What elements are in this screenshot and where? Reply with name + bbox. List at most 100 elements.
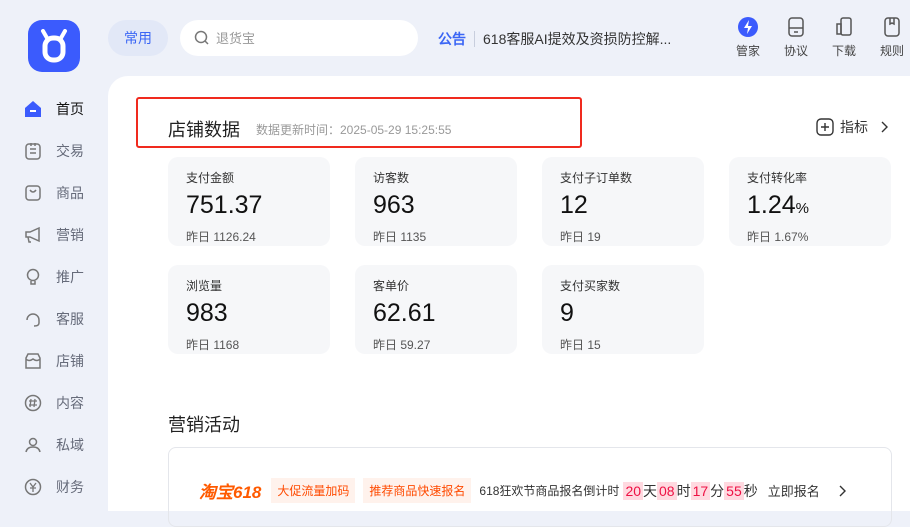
- headset-icon: [26, 313, 40, 327]
- sidebar-item-label: 首页: [56, 101, 84, 117]
- metric-card[interactable]: 浏览量 983 昨日 1168: [168, 265, 330, 354]
- metric-number: 1.24: [747, 191, 796, 219]
- plus-square-icon: [816, 118, 834, 136]
- agreement-icon: [788, 17, 804, 37]
- tool-label: 协议: [783, 44, 808, 58]
- sidebar-item[interactable]: 店铺: [0, 340, 108, 382]
- marketing-banner[interactable]: 淘宝618 大促流量加码 推荐商品快速报名 618狂欢节商品报名倒计时 20 天 …: [168, 447, 892, 527]
- main-panel: 店铺数据 数据更新时间：2025-05-29 15:25:55 指标 支付金额 7…: [108, 76, 910, 527]
- signup-link[interactable]: 立即报名: [767, 484, 820, 499]
- sidebar-item[interactable]: 营销: [0, 214, 108, 256]
- metric-value: 12: [560, 190, 686, 224]
- tool-button[interactable]: 协议: [772, 16, 820, 59]
- search-box[interactable]: [180, 20, 418, 56]
- metric-label: 支付子订单数: [560, 171, 633, 185]
- metric-label: 访客数: [373, 171, 410, 185]
- sidebar-item-label: 财务: [56, 479, 84, 495]
- tool-button[interactable]: 规则: [868, 16, 910, 59]
- metric-yesterday: 昨日 59.27: [373, 338, 431, 352]
- toolbar: 管家 协议 下载 规则: [724, 16, 910, 59]
- sidebar-item[interactable]: 交易: [0, 130, 108, 172]
- download-icon: [836, 17, 852, 36]
- metric-yesterday: 昨日 1126.24: [186, 230, 256, 244]
- metric-card[interactable]: 访客数 963 昨日 1135: [355, 157, 517, 246]
- sidebar-item[interactable]: 首页: [0, 88, 108, 130]
- metric-label: 支付金额: [186, 171, 235, 185]
- metric-yesterday: 昨日 15: [560, 338, 601, 352]
- metric-value: 751.37: [186, 190, 312, 224]
- sidebar-item-label: 内容: [56, 395, 84, 411]
- unit: 时: [676, 482, 691, 499]
- bulb-icon: [26, 268, 40, 285]
- home-icon: [25, 101, 41, 117]
- countdown-minutes: 17: [690, 481, 711, 500]
- section-title: 店铺数据: [168, 120, 240, 140]
- unit: 分: [710, 482, 725, 499]
- metric-number: 12: [560, 191, 588, 219]
- metric-label: 浏览量: [186, 279, 223, 293]
- metric-yesterday: 昨日 1.67%: [747, 230, 809, 244]
- metrics-button[interactable]: 指标: [816, 117, 888, 137]
- countdown-hours: 08: [657, 481, 677, 500]
- search-icon: [194, 30, 209, 45]
- sidebar-item-label: 营销: [56, 227, 84, 243]
- metric-number: 983: [186, 299, 228, 327]
- metric-label: 支付买家数: [560, 279, 621, 293]
- update-time: 数据更新时间：2025-05-29 15:25:55: [256, 123, 452, 137]
- promo-chip[interactable]: 推荐商品快速报名: [363, 478, 472, 503]
- metric-number: 751.37: [186, 191, 263, 219]
- chevron-right-icon[interactable]: [838, 485, 846, 497]
- sidebar-item[interactable]: 财务: [0, 466, 108, 508]
- goods-icon: [25, 185, 41, 201]
- metric-label: 支付转化率: [747, 171, 808, 185]
- announcement[interactable]: 公告 618客服AI提效及资损防控解...: [438, 29, 671, 49]
- sidebar-item[interactable]: 推广: [0, 256, 108, 298]
- metric-unit: %: [795, 200, 810, 217]
- metric-number: 62.61: [373, 299, 436, 327]
- tool-button[interactable]: 下载: [820, 16, 868, 59]
- metric-yesterday: 昨日 1168: [186, 338, 240, 352]
- metric-card[interactable]: 支付转化率 1.24% 昨日 1.67%: [729, 157, 891, 246]
- unit: 秒: [743, 482, 758, 499]
- metric-card[interactable]: 支付金额 751.37 昨日 1126.24: [168, 157, 330, 246]
- metric-value: 9: [560, 298, 686, 332]
- metric-card[interactable]: 客单价 62.61 昨日 59.27: [355, 265, 517, 354]
- divider: [474, 31, 475, 47]
- highlight-box: [136, 97, 582, 148]
- promo-chip[interactable]: 大促流量加码: [271, 478, 356, 503]
- hashtag-icon: [24, 394, 42, 412]
- yuan-icon: [24, 478, 42, 496]
- notice-text[interactable]: 618客服AI提效及资损防控解...: [483, 31, 672, 47]
- chevron-right-icon: [881, 121, 888, 133]
- metric-card[interactable]: 支付子订单数 12 昨日 19: [542, 157, 704, 246]
- notice-tag: 公告: [438, 31, 466, 47]
- metric-yesterday: 昨日 1135: [373, 230, 427, 244]
- sidebar-item[interactable]: 商品: [0, 172, 108, 214]
- sidebar-item-label: 私域: [56, 437, 84, 453]
- users-icon: [25, 437, 41, 453]
- metric-value: 983: [186, 298, 312, 332]
- rules-icon: [884, 17, 900, 37]
- tool-button[interactable]: 管家: [724, 16, 772, 59]
- sidebar-item[interactable]: 私域: [0, 424, 108, 466]
- sidebar-item-label: 客服: [56, 311, 84, 327]
- metric-label: 客单价: [373, 279, 410, 293]
- trade-icon: [25, 143, 41, 160]
- sidebar-item-label: 交易: [56, 143, 84, 159]
- taobao-618-logo: 淘宝618: [199, 483, 262, 502]
- metric-value: 963: [373, 190, 499, 224]
- tool-label: 规则: [879, 44, 904, 58]
- common-button[interactable]: 常用: [108, 20, 168, 56]
- store-icon: [25, 353, 41, 369]
- unit: 天: [643, 482, 658, 499]
- sidebar-item[interactable]: 内容: [0, 382, 108, 424]
- metric-yesterday: 昨日 19: [560, 230, 601, 244]
- sidebar-item-label: 商品: [56, 185, 84, 201]
- metric-value: 62.61: [373, 298, 499, 332]
- app-logo[interactable]: [28, 20, 80, 72]
- countdown-seconds: 55: [724, 481, 744, 500]
- sidebar-item[interactable]: 客服: [0, 298, 108, 340]
- metric-card[interactable]: 支付买家数 9 昨日 15: [542, 265, 704, 354]
- lightning-icon: [738, 17, 758, 37]
- search-input[interactable]: [216, 30, 396, 46]
